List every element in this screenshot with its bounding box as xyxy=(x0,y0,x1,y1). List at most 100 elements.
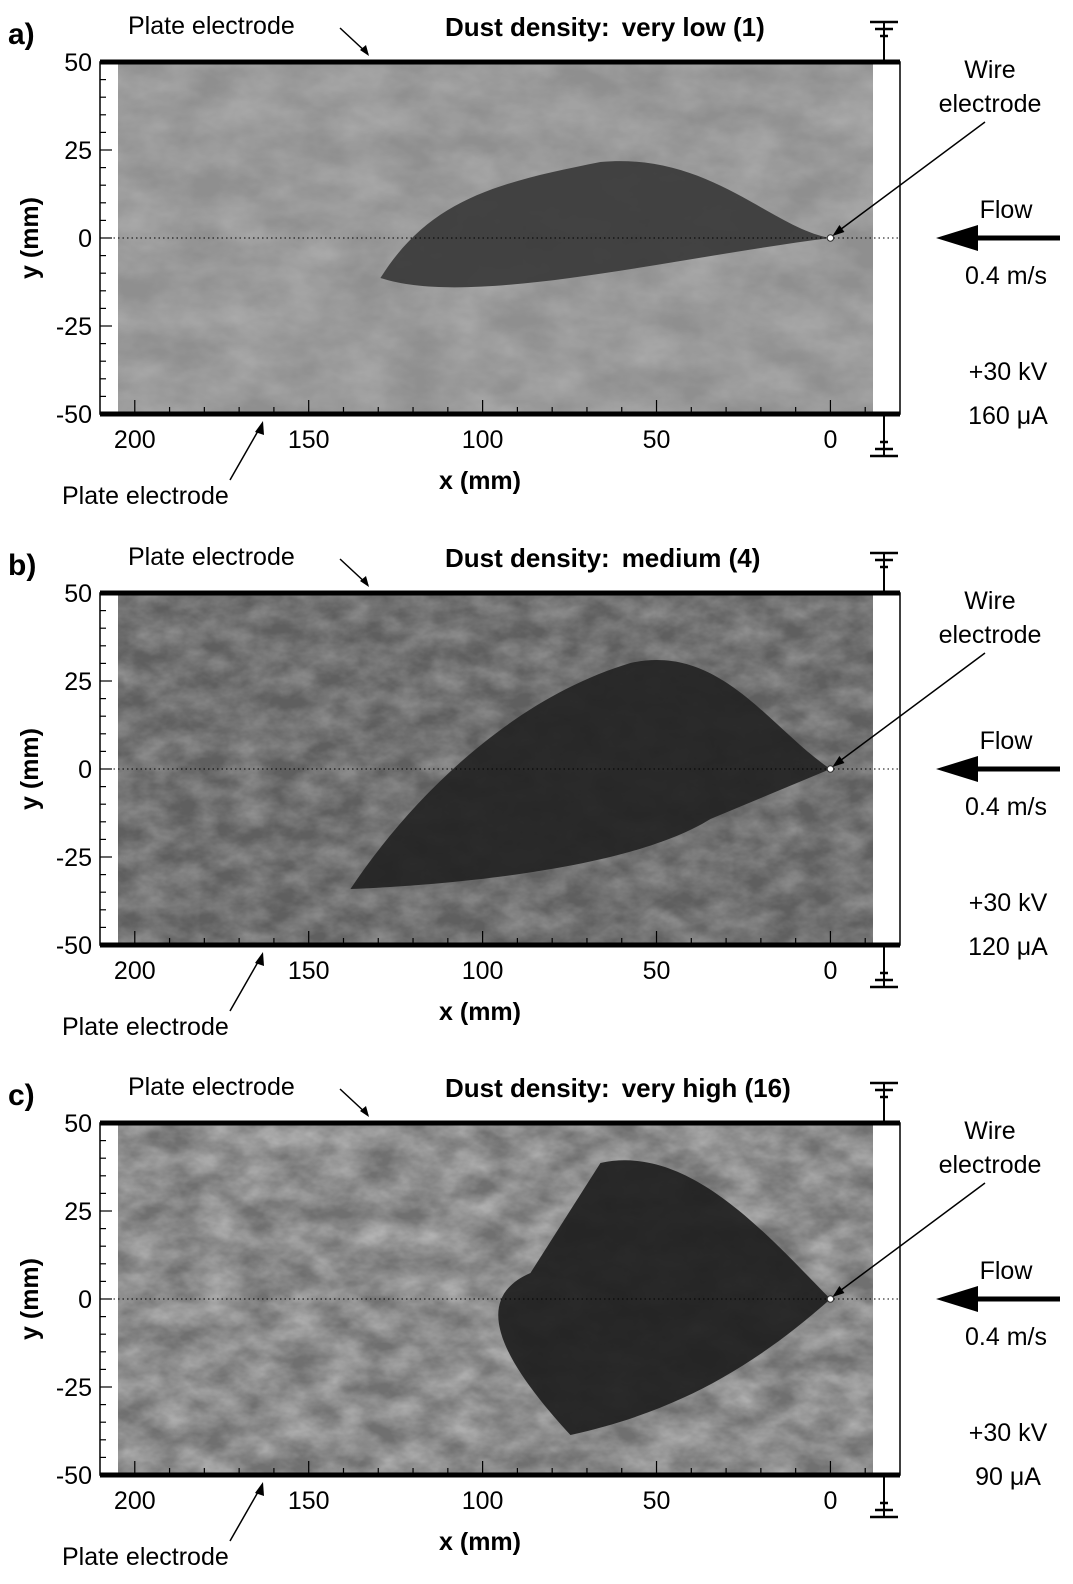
y-axis-label: y (mm) xyxy=(16,197,44,279)
y-tick-label: 0 xyxy=(78,225,92,253)
wire-label-line2: electrode xyxy=(939,621,1042,649)
x-tick-label: 50 xyxy=(643,1487,671,1515)
y-tick-label: 25 xyxy=(64,668,92,696)
x-tick-label: 150 xyxy=(288,1487,330,1515)
y-tick-label: -25 xyxy=(56,313,92,341)
wire-electrode-dot xyxy=(826,234,835,242)
flow-label: Flow xyxy=(980,196,1034,224)
dust-density-label: Dust density: xyxy=(445,12,610,42)
wire-label-line2: electrode xyxy=(939,1151,1042,1179)
flow-arrowhead xyxy=(936,1286,978,1312)
plate-arrowhead-top xyxy=(360,576,369,587)
y-tick-label: -50 xyxy=(56,401,92,429)
dust-density-label: Dust density: xyxy=(445,1073,610,1103)
wire-label-line2: electrode xyxy=(939,90,1042,118)
plate-arrowhead-top xyxy=(360,1106,369,1117)
y-tick-label: 50 xyxy=(64,49,92,77)
flow-label: Flow xyxy=(980,1257,1034,1285)
x-axis-label: x (mm) xyxy=(439,998,521,1026)
dust-density-value: medium (4) xyxy=(622,543,761,573)
plate-arrow-bottom xyxy=(229,954,263,1012)
plate-arrowhead-bottom xyxy=(255,1482,264,1496)
y-tick-label: 50 xyxy=(64,1110,92,1138)
flow-arrowhead xyxy=(936,225,978,251)
ground-symbol-top xyxy=(870,1081,898,1123)
dust-free-plume xyxy=(380,161,831,288)
ground-symbol-bottom xyxy=(870,414,898,458)
x-tick-label: 200 xyxy=(114,426,156,454)
y-axis-label: y (mm) xyxy=(16,728,44,810)
dust-density-title: Dust density: medium (4) xyxy=(445,543,760,573)
wire-arrow xyxy=(833,1182,986,1296)
wire-label-line1: Wire xyxy=(964,587,1015,615)
wire-electrode-dot xyxy=(826,1295,835,1303)
plate-label-bottom: Plate electrode xyxy=(62,1013,229,1041)
ground-symbol-top xyxy=(870,20,898,62)
x-tick-label: 200 xyxy=(114,957,156,985)
y-tick-label: -25 xyxy=(56,844,92,872)
dust-density-title: Dust density: very low (1) xyxy=(445,12,765,42)
y-tick-label: 0 xyxy=(78,1286,92,1314)
ground-symbol-bottom xyxy=(870,945,898,989)
current-label: 90 μA xyxy=(975,1463,1041,1491)
wire-arrowhead xyxy=(832,1286,845,1297)
x-tick-label: 50 xyxy=(643,426,671,454)
plate-label-top: Plate electrode xyxy=(128,543,295,571)
wire-label-line1: Wire xyxy=(964,1117,1015,1145)
current-label: 120 μA xyxy=(968,933,1048,961)
y-tick-label: -50 xyxy=(56,932,92,960)
flow-arrowhead xyxy=(936,756,978,782)
wire-arrowhead xyxy=(832,225,845,236)
x-tick-label: 150 xyxy=(288,957,330,985)
panel-c: 50 25 0 -25 -50 y (mm) 200 150 100 50 0 x (mm) c) Pla… xyxy=(8,1073,1060,1571)
plate-label-top: Plate electrode xyxy=(128,1073,295,1101)
plate-label-bottom: Plate electrode xyxy=(62,1543,229,1571)
plate-label-bottom: Plate electrode xyxy=(62,482,229,510)
wire-label-line1: Wire xyxy=(964,56,1015,84)
y-tick-label: 25 xyxy=(64,137,92,165)
flow-label: Flow xyxy=(980,727,1034,755)
x-tick-label: 50 xyxy=(643,957,671,985)
x-tick-label: 100 xyxy=(462,1487,504,1515)
wire-arrow xyxy=(833,121,986,235)
dust-density-title: Dust density: very high (16) xyxy=(445,1073,791,1103)
x-tick-label: 150 xyxy=(288,426,330,454)
y-tick-label: 0 xyxy=(78,756,92,784)
plate-arrowhead-bottom xyxy=(255,952,264,966)
plate-arrow-bottom xyxy=(229,423,263,481)
dust-free-plume xyxy=(498,1160,831,1435)
wire-electrode-dot xyxy=(826,765,835,773)
y-tick-label: -50 xyxy=(56,1462,92,1490)
panels-root: 50 25 0 -25 -50 y (mm) 200 150 100 50 0 x (mm) a) Pla… xyxy=(8,12,1060,1571)
plate-arrowhead-top xyxy=(360,45,369,56)
y-tick-label: -25 xyxy=(56,1374,92,1402)
ground-symbol-top xyxy=(870,551,898,593)
x-tick-label: 0 xyxy=(823,1487,837,1515)
plate-arrow-bottom xyxy=(229,1484,263,1542)
voltage-label: +30 kV xyxy=(969,1419,1048,1447)
x-tick-label: 0 xyxy=(823,426,837,454)
wire-arrowhead xyxy=(832,756,845,767)
voltage-label: +30 kV xyxy=(969,358,1048,386)
x-axis-label: x (mm) xyxy=(439,467,521,495)
y-axis-label: y (mm) xyxy=(16,1258,44,1340)
x-axis-label: x (mm) xyxy=(439,1528,521,1556)
dust-density-value: very low (1) xyxy=(622,12,765,42)
y-tick-label: 50 xyxy=(64,580,92,608)
wire-arrow xyxy=(833,652,986,766)
y-tick-label: 25 xyxy=(64,1198,92,1226)
ground-symbol-bottom xyxy=(870,1475,898,1519)
current-label: 160 μA xyxy=(968,402,1048,430)
x-tick-label: 200 xyxy=(114,1487,156,1515)
flow-speed: 0.4 m/s xyxy=(965,1323,1047,1351)
dust-free-plume xyxy=(350,660,831,889)
plate-label-top: Plate electrode xyxy=(128,12,295,40)
panel-a: 50 25 0 -25 -50 y (mm) 200 150 100 50 0 x (mm) a) Pla… xyxy=(8,12,1060,510)
panel-b: 50 25 0 -25 -50 y (mm) 200 150 100 50 0 x (mm) b) Pla… xyxy=(8,543,1060,1041)
panel-letter: c) xyxy=(8,1079,35,1112)
x-tick-label: 100 xyxy=(462,957,504,985)
dust-density-value: very high (16) xyxy=(622,1073,791,1103)
plate-arrowhead-bottom xyxy=(255,421,264,435)
panel-letter: b) xyxy=(8,549,36,582)
